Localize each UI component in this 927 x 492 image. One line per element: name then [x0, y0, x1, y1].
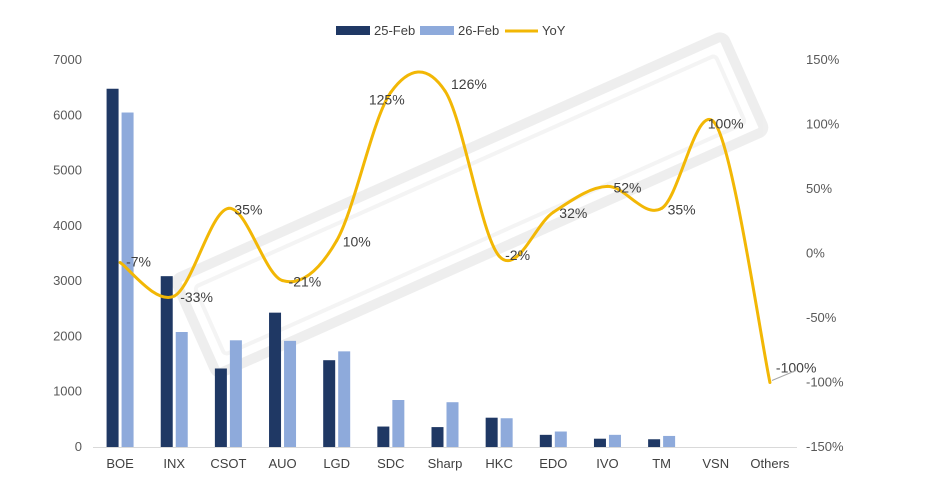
- yoy-line: [119, 70, 772, 383]
- bar-26-feb-edo: [554, 431, 567, 447]
- y-left-tick-label: 6000: [53, 107, 82, 122]
- yoy-point-sdc: [389, 90, 393, 94]
- bar-25-feb-inx: [160, 276, 173, 447]
- bar-26-feb-sdc: [392, 400, 405, 447]
- yoy-label-csot: 35%: [234, 201, 262, 217]
- bar-26-feb-auo: [284, 340, 297, 447]
- yoy-point-ivo: [605, 184, 609, 188]
- x-tick-label: CSOT: [210, 456, 246, 471]
- y-left-tick-label: 7000: [53, 52, 82, 67]
- yoy-point-lgd: [335, 239, 339, 243]
- bar-25-feb-csot: [214, 368, 227, 447]
- yoy-label-lgd: 10%: [343, 234, 371, 250]
- bar-25-feb-sharp: [431, 427, 444, 447]
- y-right-tick-label: 50%: [806, 181, 832, 196]
- x-tick-label: VSN: [702, 456, 729, 471]
- bar-25-feb-tm: [648, 439, 661, 447]
- yoy-label-boe: -7%: [126, 254, 151, 270]
- others-label-leader: [771, 370, 797, 381]
- x-tick-label: IVO: [596, 456, 618, 471]
- yoy-point-vsn: [714, 123, 718, 126]
- bar-26-feb-sharp: [446, 402, 459, 447]
- y-right-tick-label: -50%: [806, 310, 837, 325]
- legend-label-25-feb: 25-Feb: [374, 23, 415, 38]
- legend-swatch-26-feb: [420, 26, 454, 35]
- legend: 25-Feb 26-Feb YoY: [336, 23, 566, 38]
- x-tick-label: SDC: [377, 456, 404, 471]
- axes: 01000200030004000500060007000-150%-100%-…: [53, 52, 844, 471]
- y-left-tick-label: 3000: [53, 273, 82, 288]
- y-left-tick-label: 2000: [53, 328, 82, 343]
- yoy-label-auo: -21%: [289, 274, 322, 290]
- bar-25-feb-ivo: [593, 438, 606, 447]
- legend-label-yoy: YoY: [542, 23, 566, 38]
- y-right-tick-label: 150%: [806, 52, 840, 67]
- yoy-label-others: -100%: [776, 360, 816, 376]
- yoy-label-sharp: 126%: [451, 76, 487, 92]
- y-left-tick-label: 5000: [53, 163, 82, 178]
- data-labels: -7% -33% 35% -21% 10% 125% 126% -2% 32% 52% 35% 100…: [126, 76, 816, 381]
- y-right-tick-label: 100%: [806, 117, 840, 132]
- x-tick-label: EDO: [539, 456, 567, 471]
- bars: [106, 88, 676, 448]
- bar-26-feb-ivo: [608, 434, 621, 447]
- yoy-label-edo: 32%: [559, 205, 587, 221]
- yoy-point-hkc: [497, 254, 501, 258]
- yoy-point-boe: [118, 261, 122, 265]
- yoy-label-ivo: 52%: [613, 179, 641, 195]
- x-tick-label: INX: [163, 456, 185, 471]
- y-left-tick-label: 4000: [53, 218, 82, 233]
- bar-25-feb-edo: [539, 434, 552, 447]
- yoy-label-tm: 35%: [668, 201, 696, 217]
- yoy-point-tm: [660, 206, 664, 210]
- yoy-label-vsn: 100%: [708, 116, 744, 132]
- x-tick-label: TM: [652, 456, 671, 471]
- bar-26-feb-inx: [175, 332, 188, 447]
- x-tick-label: BOE: [106, 456, 134, 471]
- x-tick-label: LGD: [323, 456, 350, 471]
- x-tick-label: AUO: [268, 456, 296, 471]
- bar-25-feb-auo: [269, 312, 282, 447]
- yoy-line-layer: [118, 70, 772, 384]
- y-left-tick-label: 0: [75, 439, 82, 454]
- y-left-tick-label: 1000: [53, 384, 82, 399]
- yoy-label-sdc: 125%: [369, 91, 405, 107]
- bar-26-feb-tm: [663, 435, 676, 447]
- yoy-label-hkc: -2%: [505, 247, 530, 263]
- bar-26-feb-hkc: [500, 418, 513, 447]
- legend-label-26-feb: 26-Feb: [458, 23, 499, 38]
- watermark-logo: [171, 32, 769, 378]
- x-tick-label: Sharp: [428, 456, 463, 471]
- bar-26-feb-lgd: [338, 351, 351, 447]
- x-tick-label: Others: [750, 456, 790, 471]
- bar-25-feb-lgd: [323, 360, 336, 447]
- yoy-point-others: [768, 381, 772, 384]
- yoy-label-inx: -33%: [180, 289, 213, 305]
- y-right-tick-label: 0%: [806, 246, 825, 261]
- yoy-point-edo: [551, 210, 555, 214]
- yoy-point-csot: [226, 206, 230, 210]
- bar-25-feb-hkc: [485, 417, 498, 447]
- legend-swatch-25-feb: [336, 26, 370, 35]
- yoy-point-sharp: [443, 89, 447, 93]
- yoy-point-auo: [281, 279, 285, 283]
- yoy-point-inx: [172, 294, 176, 298]
- bar-26-feb-csot: [229, 340, 242, 447]
- bar-25-feb-sdc: [377, 426, 390, 447]
- x-tick-label: HKC: [485, 456, 512, 471]
- bar-25-feb-boe: [106, 88, 119, 448]
- bar-26-feb-boe: [121, 112, 134, 448]
- y-right-tick-label: -150%: [806, 439, 844, 454]
- y-right-tick-label: -100%: [806, 375, 844, 390]
